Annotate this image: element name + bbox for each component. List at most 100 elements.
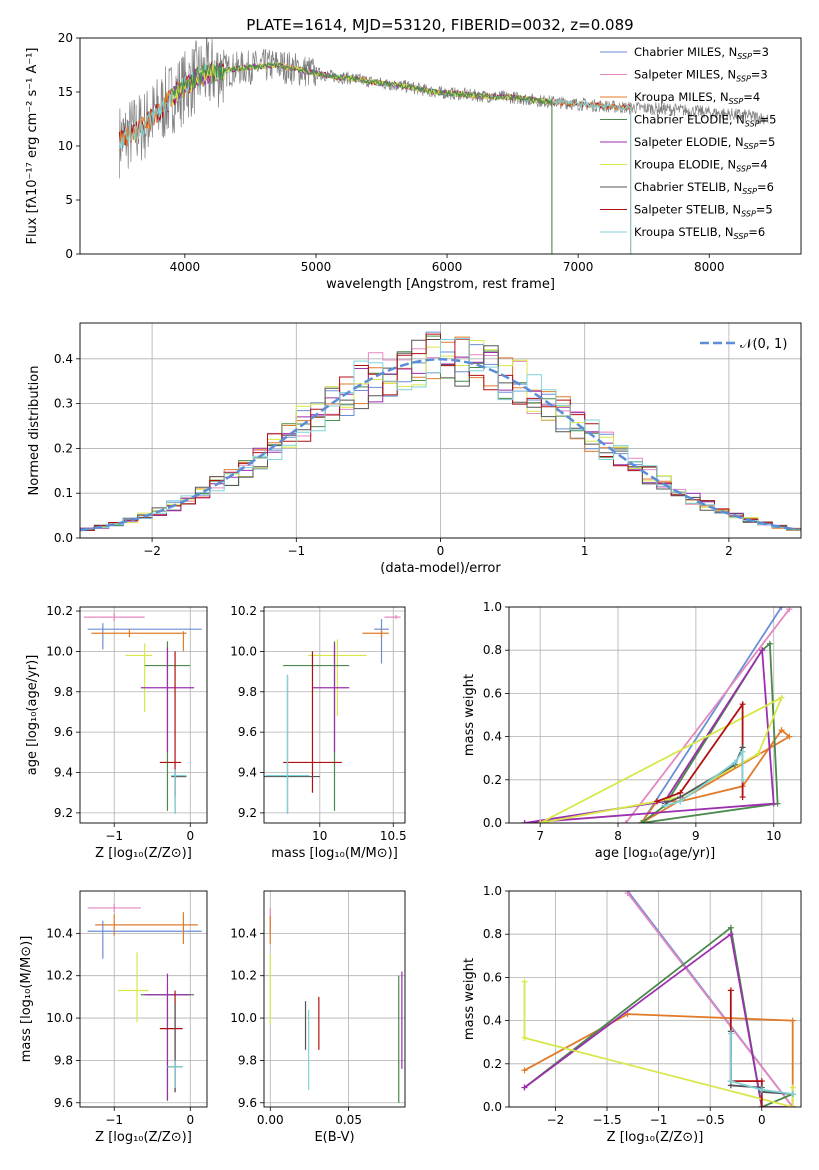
y-tick-label: 0.8 bbox=[483, 643, 502, 657]
y-axis-label: mass [log₁₀(M/M⊙)] bbox=[19, 936, 34, 1063]
y-tick-label: 9.2 bbox=[238, 806, 257, 820]
y-tick-label: 9.6 bbox=[54, 725, 73, 739]
data-point-marker bbox=[739, 748, 746, 755]
y-tick-label: 0.2 bbox=[483, 1057, 502, 1071]
x-tick-label: −1 bbox=[287, 544, 305, 558]
panel-4: 10 10.5 9.2 9.4 9.6 9.8 10.0 10.2 mass [log₁₀(M/… bbox=[230, 604, 406, 861]
x-tick-label: −2 bbox=[143, 544, 161, 558]
panel-2: −2 −1 0 1 2 0.0 0.1 0.2 0.3 0.4 (data-model)/error… bbox=[27, 322, 802, 576]
x-axis-label: wavelength [Angstrom, rest frame] bbox=[326, 277, 555, 292]
x-tick-label: 0 bbox=[186, 1113, 194, 1127]
y-tick-label: 0.2 bbox=[54, 441, 73, 455]
y-tick-label: 10.0 bbox=[230, 644, 257, 658]
mass-weight-line bbox=[523, 981, 794, 1107]
data-point-marker bbox=[624, 1011, 631, 1018]
legend-label: Chabrier STELIB, NSSP=6 bbox=[634, 180, 774, 196]
x-axis-label: E(B-V) bbox=[314, 1130, 354, 1145]
y-tick-label: 0.0 bbox=[54, 531, 73, 545]
data-point-marker bbox=[727, 1030, 734, 1037]
model-spectrum bbox=[171, 60, 553, 106]
mass-weight-line bbox=[524, 1013, 794, 1107]
y-tick-label: 10.2 bbox=[46, 604, 73, 618]
plot-area bbox=[87, 903, 202, 1101]
data-point-marker bbox=[521, 1067, 528, 1074]
data-point-marker bbox=[786, 733, 793, 740]
data-point-marker bbox=[755, 750, 762, 757]
data-point-marker bbox=[758, 1078, 765, 1085]
legend-label: Salpeter MILES, NSSP=3 bbox=[634, 68, 768, 84]
y-tick-label: 9.8 bbox=[238, 685, 257, 699]
mass-weight-line bbox=[539, 695, 784, 823]
plot-area bbox=[264, 615, 401, 814]
plot-area bbox=[80, 331, 801, 532]
data-point-marker bbox=[739, 776, 746, 783]
y-tick-label: 10.2 bbox=[230, 604, 257, 618]
x-tick-label: 10 bbox=[766, 829, 781, 843]
y-tick-label: 0 bbox=[65, 247, 73, 261]
data-point-marker bbox=[759, 647, 766, 654]
x-tick-label: −2 bbox=[547, 1113, 565, 1127]
data-point-marker bbox=[521, 820, 528, 823]
y-tick-label: 10.4 bbox=[46, 926, 73, 940]
data-point-marker bbox=[537, 820, 544, 823]
mass-weight-line bbox=[625, 608, 791, 823]
data-point-marker bbox=[778, 694, 785, 701]
x-tick-label: −1 bbox=[650, 1113, 668, 1127]
data-point-marker bbox=[521, 1034, 528, 1041]
panel-3: −1 0 9.2 9.4 9.6 9.8 10.0 10.2 Z [log₁₀(Z/Z⊙)] ag… bbox=[25, 604, 208, 861]
x-tick-label: 4000 bbox=[170, 260, 201, 274]
y-tick-label: 9.4 bbox=[238, 766, 257, 780]
x-tick-label: −1 bbox=[105, 829, 123, 843]
y-tick-label: 9.8 bbox=[54, 1053, 73, 1067]
x-tick-label: 8 bbox=[614, 829, 622, 843]
mass-weight-line bbox=[640, 607, 783, 823]
x-tick-label: 10 bbox=[312, 829, 327, 843]
panel-8: −2 −1.5 −1 −0.5 0 0.0 0.2 0.4 0.6 0.8 1.0 Z [log₁₀(… bbox=[462, 884, 802, 1145]
plot-area bbox=[521, 607, 793, 823]
data-point-marker bbox=[778, 607, 785, 610]
y-axis-label: mass weight bbox=[462, 674, 477, 756]
y-tick-label: 0.0 bbox=[483, 816, 502, 830]
legend-label: 𝒩(0, 1) bbox=[740, 337, 787, 352]
x-tick-label: 7 bbox=[536, 829, 544, 843]
y-tick-label: 0.4 bbox=[54, 352, 73, 366]
data-point-marker bbox=[778, 727, 785, 734]
gaussian-curve bbox=[80, 358, 799, 532]
y-tick-label: 9.2 bbox=[54, 806, 73, 820]
y-tick-label: 0.3 bbox=[54, 397, 73, 411]
y-axis-label: Flux [fλ10⁻¹⁷ erg cm⁻² s⁻¹ A⁻¹] bbox=[25, 48, 40, 245]
x-axis-label: Z [log₁₀(Z/Z⊙)] bbox=[607, 1130, 704, 1145]
y-axis-label: Normed distribution bbox=[27, 366, 42, 496]
x-tick-label: 0.00 bbox=[257, 1113, 284, 1127]
y-tick-label: 9.6 bbox=[238, 1096, 257, 1110]
x-axis-label: Z [log₁₀(Z/Z⊙)] bbox=[95, 1130, 192, 1145]
mass-weight-line bbox=[729, 1033, 793, 1095]
y-tick-label: 0.4 bbox=[483, 730, 502, 744]
y-tick-label: 9.8 bbox=[54, 685, 73, 699]
x-tick-label: 6000 bbox=[432, 260, 463, 274]
y-tick-label: 15 bbox=[58, 85, 73, 99]
y-tick-label: 10.0 bbox=[46, 1011, 73, 1025]
data-point-marker bbox=[758, 1086, 765, 1093]
data-point-marker bbox=[727, 1078, 734, 1085]
legend-label: Salpeter STELIB, NSSP=5 bbox=[634, 203, 773, 219]
x-tick-label: 9 bbox=[692, 829, 700, 843]
y-tick-label: 10.0 bbox=[46, 644, 73, 658]
x-tick-label: 1 bbox=[581, 544, 589, 558]
y-tick-label: 10.4 bbox=[230, 926, 257, 940]
y-tick-label: 10.2 bbox=[230, 969, 257, 983]
x-tick-label: 0.05 bbox=[335, 1113, 362, 1127]
axes-frame bbox=[79, 890, 208, 1108]
axes-frame bbox=[79, 37, 802, 255]
data-point-marker bbox=[789, 1084, 796, 1091]
plot-area bbox=[118, 38, 769, 254]
x-axis-label: age [log₁₀(age/yr)] bbox=[595, 846, 716, 861]
axes-frame bbox=[508, 606, 802, 824]
data-point-marker bbox=[731, 759, 738, 766]
data-point-marker bbox=[622, 820, 629, 823]
data-point-marker bbox=[521, 978, 528, 985]
data-point-marker bbox=[638, 820, 645, 823]
data-point-marker bbox=[677, 798, 684, 805]
y-axis-label: mass weight bbox=[462, 958, 477, 1040]
data-point-marker bbox=[739, 701, 746, 708]
